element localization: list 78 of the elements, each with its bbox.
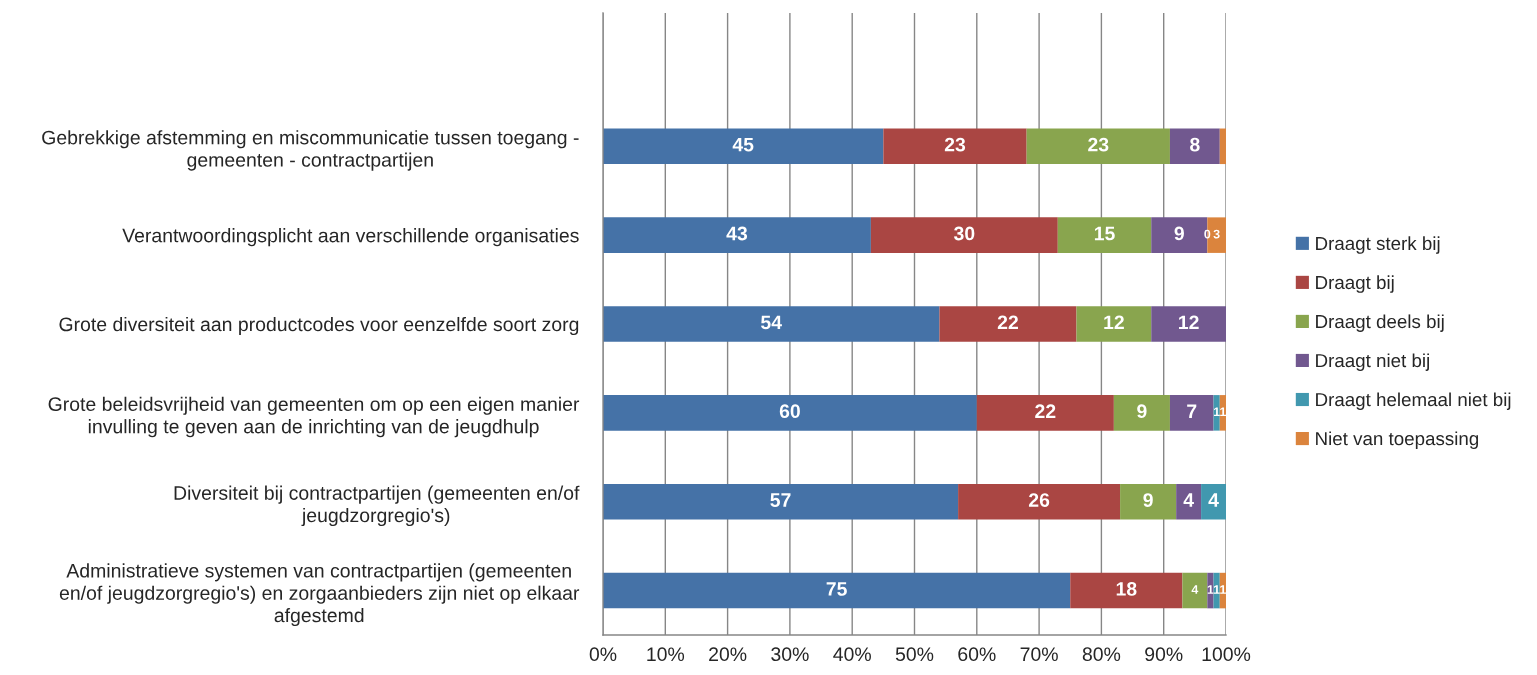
x-tick-label: 10% <box>647 647 685 662</box>
bar <box>603 217 871 253</box>
x-tick-label: 30% <box>771 647 809 662</box>
x-tick-label: 100% <box>1202 647 1251 662</box>
bar <box>1151 306 1226 342</box>
bar <box>958 483 1121 520</box>
x-tick-label: 70% <box>1020 647 1058 662</box>
data-label: 60 <box>779 404 800 419</box>
legend-label: Draagt sterk bij <box>1316 236 1440 254</box>
data-label: 1 <box>1213 585 1220 594</box>
bar <box>1057 217 1152 253</box>
y-tick-label: Grote beleidsvrijheid van gemeenten om op een eigen manier invulling te geven aan de inrichting van de jeugdhulp <box>48 396 580 438</box>
data-label: 1 <box>1220 407 1227 417</box>
x-tick-label: 60% <box>958 647 996 662</box>
data-label: 12 <box>1104 315 1124 330</box>
bar <box>1219 128 1226 165</box>
y-tick-label: Grote diversiteit aan productcodes voor eenzelfde soort zorg <box>59 316 579 336</box>
legend-label: Draagt helemaal niet bij <box>1316 392 1511 410</box>
bar <box>1201 483 1226 520</box>
data-label: 9 <box>1137 404 1147 419</box>
data-label: 1 <box>1207 585 1214 594</box>
bar <box>1169 395 1214 431</box>
data-label: 7 <box>1187 404 1197 418</box>
bar <box>603 572 1071 609</box>
data-label: 30 <box>953 226 975 241</box>
bar <box>1176 483 1202 520</box>
data-label: 26 <box>1028 493 1050 507</box>
y-tick-label: Verantwoordingsplicht aan verschillende organisaties <box>122 228 579 247</box>
data-label: 1 <box>1220 585 1227 594</box>
legend-label: Draagt deels bij <box>1316 314 1444 332</box>
bar <box>1120 483 1177 520</box>
bar <box>1207 572 1214 609</box>
bar <box>939 306 1077 342</box>
bar <box>1182 572 1208 609</box>
data-label: 9 <box>1143 493 1153 507</box>
data-label: 9 <box>1174 226 1184 241</box>
data-label: 3 <box>1213 229 1220 239</box>
data-label: 18 <box>1116 582 1137 596</box>
data-label: 22 <box>997 315 1018 330</box>
bar <box>1026 128 1170 165</box>
x-tick-label: 90% <box>1145 647 1183 662</box>
data-label: 15 <box>1094 226 1115 241</box>
bar <box>603 483 959 520</box>
data-label: 54 <box>761 315 782 330</box>
bar <box>976 395 1114 431</box>
bar <box>603 395 977 431</box>
legend-label: Draagt niet bij <box>1316 353 1429 371</box>
data-label: 45 <box>732 137 754 152</box>
x-tick-label: 40% <box>833 647 871 662</box>
data-label: 1 <box>1213 407 1220 417</box>
x-tick-label: 0% <box>589 647 617 662</box>
data-label: 4 <box>1208 493 1219 507</box>
x-tick-label: 20% <box>709 647 747 662</box>
bar <box>1169 128 1220 165</box>
data-label: 4 <box>1183 493 1194 507</box>
data-label: 23 <box>944 137 966 152</box>
data-label: 23 <box>1088 137 1109 152</box>
bar <box>1113 395 1170 431</box>
data-label: 43 <box>726 226 748 241</box>
bar <box>603 128 884 165</box>
x-tick-label: 80% <box>1082 647 1121 662</box>
data-label: 57 <box>770 493 791 507</box>
legend-label: Niet van toepassing <box>1316 431 1479 449</box>
bar <box>870 217 1058 253</box>
bar <box>603 306 940 342</box>
data-label: 8 <box>1190 137 1200 152</box>
y-tick-label: Diversiteit bij contractpartijen (gemeenten en/of jeugdzorgregio's) <box>174 485 580 527</box>
y-tick-label: Gebrekkige afstemming en miscommunicatie tussen toegang - gemeenten - contractpartijen <box>42 130 579 171</box>
legend-label: Draagt bij <box>1316 275 1394 293</box>
data-label: 75 <box>826 582 847 596</box>
bar <box>1076 306 1152 342</box>
bar <box>883 128 1027 165</box>
bar <box>1070 572 1183 609</box>
x-tick-label: 50% <box>895 647 934 662</box>
data-label: 4 <box>1191 585 1199 594</box>
data-label: 12 <box>1179 315 1199 330</box>
y-tick-label: Administratieve systemen van contractpartijen (gemeenten en/of jeugdzorgregio's) en zorgaanbieders zijn niet op elkaar afgestemd <box>59 563 580 627</box>
data-label: 22 <box>1035 404 1056 418</box>
